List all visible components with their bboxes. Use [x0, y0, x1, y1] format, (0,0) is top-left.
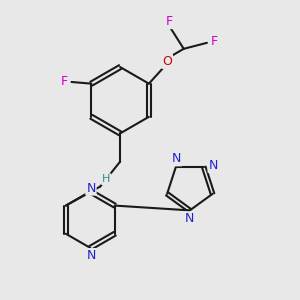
Text: N: N	[208, 159, 218, 172]
Text: F: F	[61, 76, 68, 88]
Text: N: N	[86, 182, 96, 195]
Text: F: F	[211, 35, 218, 48]
Text: H: H	[102, 174, 110, 184]
Text: F: F	[166, 15, 173, 28]
Text: N: N	[87, 249, 97, 262]
Text: O: O	[162, 55, 172, 68]
Text: N: N	[172, 152, 182, 165]
Text: N: N	[184, 212, 194, 225]
